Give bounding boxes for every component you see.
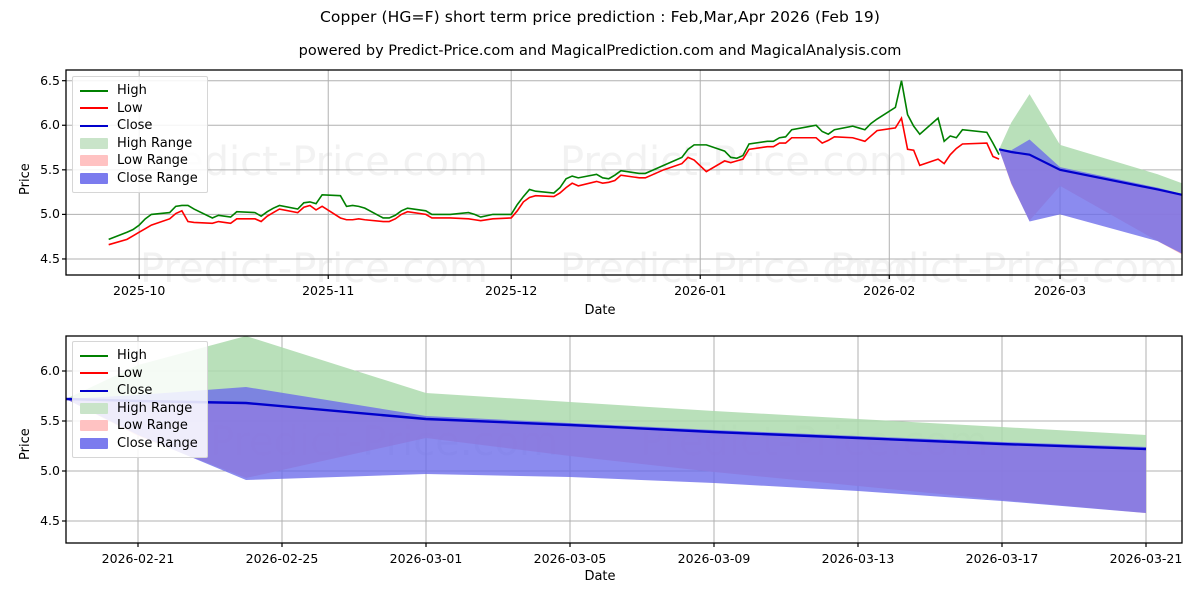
x-tick-label: 2026-03-21	[1109, 551, 1183, 566]
x-tick-label: 2026-02	[863, 283, 916, 298]
legend-item-close: Close	[80, 117, 198, 135]
x-tick-label: 2026-03-13	[821, 551, 895, 566]
y-tick-label: 5.5	[40, 161, 60, 177]
legend-line-swatch	[80, 354, 108, 357]
legend-label: High	[117, 83, 147, 98]
legend-item-high: High	[80, 347, 198, 365]
legend-line-swatch	[80, 372, 108, 375]
x-tick-label: 2026-03-17	[965, 551, 1039, 566]
watermark: Predict-Price.com	[830, 246, 1178, 292]
legend-label: Close Range	[117, 435, 198, 451]
legend-line-swatch	[80, 107, 108, 110]
legend-item-high-range: High Range	[80, 135, 198, 153]
y-tick-label: 5.0	[40, 463, 60, 478]
series-line-close	[998, 148, 1183, 196]
legend-patch-swatch	[80, 437, 108, 449]
x-tick-label: 2026-03-05	[533, 551, 607, 566]
legend-line-swatch	[80, 124, 108, 127]
y-tick-label: 4.5	[40, 513, 60, 528]
plot-frame	[65, 335, 1183, 544]
legend-item-low: Low	[80, 365, 198, 383]
x-tick-label: 2026-02-21	[101, 551, 175, 566]
legend-label: Close	[117, 383, 153, 398]
legend-label: Low Range	[117, 418, 188, 433]
y-tick-label: 5.0	[40, 206, 60, 222]
x-tick-label: 2025-11	[302, 283, 355, 298]
legend-item-high: High	[80, 82, 198, 100]
top-x-axis-label: Date	[584, 303, 616, 318]
bottom-y-axis-label: Price	[18, 428, 33, 460]
legend-item-high-range: High Range	[80, 400, 198, 418]
y-tick-label: 6.5	[40, 72, 60, 88]
legend-patch-swatch	[80, 137, 108, 149]
bottom-legend: High Low Close High Range Low Range Close Ran…	[72, 341, 208, 458]
legend-item-low-range: Low Range	[80, 417, 198, 435]
legend-label: Low	[117, 365, 143, 381]
watermark: Predict-Price.com	[560, 246, 908, 292]
x-tick-label: 2025-12	[485, 283, 538, 298]
close-range-band	[999, 139, 1182, 254]
legend-item-low: Low	[80, 100, 198, 118]
legend-label: High Range	[117, 135, 193, 151]
plot-frame	[65, 69, 1183, 276]
page-subtitle: powered by Predict-Price.com and Magical…	[298, 43, 902, 59]
legend-label: Close Range	[117, 170, 198, 186]
y-tick-label: 6.0	[40, 117, 60, 133]
legend-line-swatch	[80, 89, 108, 92]
high-range-band	[66, 336, 1146, 449]
legend-item-close: Close	[80, 382, 198, 400]
legend-label: High Range	[117, 400, 193, 416]
page-title: Copper (HG=F) short term price predictio…	[320, 8, 880, 26]
close-range-band	[66, 387, 1146, 513]
legend-patch-swatch	[80, 402, 108, 414]
top-chart-svg: Predict-Price.com Predict-Price.comPredic…	[62, 69, 1183, 292]
high-range-band	[999, 94, 1182, 195]
legend-label: Low Range	[117, 153, 188, 168]
x-tick-label: 2026-03-09	[677, 551, 751, 566]
legend-item-close-range: Close Range	[80, 170, 198, 188]
top-legend: High Low Close High Range Low Range Close Ran…	[72, 76, 208, 193]
x-tick-label: 2026-02-25	[245, 551, 319, 566]
legend-label: High	[117, 348, 147, 363]
legend-patch-swatch	[80, 172, 108, 184]
legend-label: Low	[117, 100, 143, 116]
legend-patch-swatch	[80, 420, 108, 432]
legend-item-low-range: Low Range	[80, 152, 198, 170]
y-tick-label: 4.5	[40, 250, 60, 266]
top-chart-panel: Predict-Price.com Predict-Price.com Predic…	[62, 69, 1183, 292]
legend-item-close-range: Close Range	[80, 435, 198, 453]
y-tick-label: 5.5	[40, 413, 60, 428]
series-line-high	[108, 80, 1000, 241]
x-tick-label: 2025-10	[113, 283, 166, 298]
x-tick-label: 2026-03-01	[389, 551, 463, 566]
y-tick-label: 6.0	[40, 363, 60, 378]
legend-patch-swatch	[80, 155, 108, 167]
legend-label: Close	[117, 118, 153, 133]
legend-line-swatch	[80, 389, 108, 392]
watermark: Predict-Price.com	[140, 246, 488, 292]
x-tick-label: 2026-03	[1033, 283, 1087, 298]
bottom-x-axis-label: Date	[584, 569, 616, 584]
series-line-low	[108, 115, 1000, 246]
x-tick-label: 2026-01	[674, 283, 727, 298]
